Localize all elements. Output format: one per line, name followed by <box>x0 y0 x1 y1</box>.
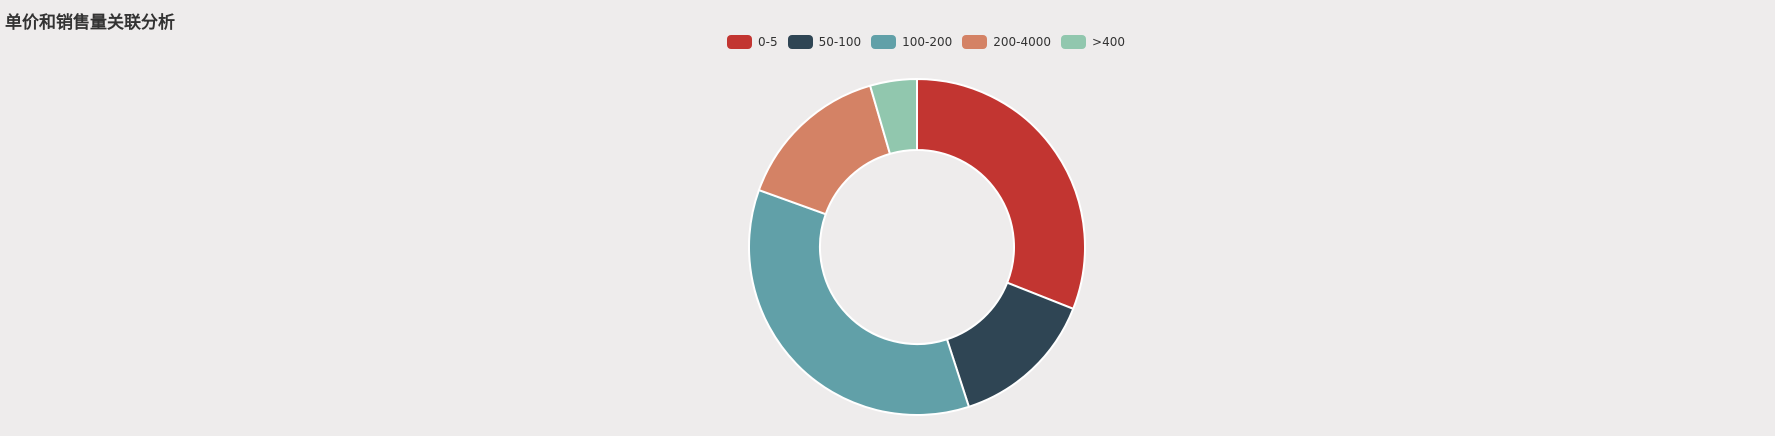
legend-label-2: 100-200 <box>902 35 953 49</box>
pie-slice-3[interactable] <box>757 84 891 216</box>
legend-item-4[interactable]: >400 <box>1061 35 1125 49</box>
legend-item-0[interactable]: 0-5 <box>727 35 778 49</box>
legend-label-0: 0-5 <box>758 35 778 49</box>
legend-swatch-2 <box>871 35 897 49</box>
legend-item-3[interactable]: 200-4000 <box>962 35 1051 49</box>
legend-item-1[interactable]: 50-100 <box>787 35 862 49</box>
legend-swatch-4 <box>1061 35 1087 49</box>
pie-slice-2[interactable] <box>748 189 970 416</box>
legend-swatch-0 <box>727 35 752 49</box>
pie-slice-4[interactable] <box>869 78 918 155</box>
legend-swatch-3 <box>962 35 988 49</box>
legend-label-1: 50-100 <box>818 35 862 49</box>
pie-slice-1[interactable] <box>945 281 1075 408</box>
legend-swatch-1 <box>787 35 813 49</box>
legend-label-4: >400 <box>1092 35 1126 49</box>
pie-slice-0[interactable] <box>916 78 1086 310</box>
legend-item-2[interactable]: 100-200 <box>871 35 952 49</box>
chart-title: 单价和销售量关联分析 <box>5 13 175 33</box>
legend: 0-5 50-100 100-200 200-4000 >400 <box>727 34 1135 50</box>
legend-label-3: 200-4000 <box>993 35 1052 49</box>
